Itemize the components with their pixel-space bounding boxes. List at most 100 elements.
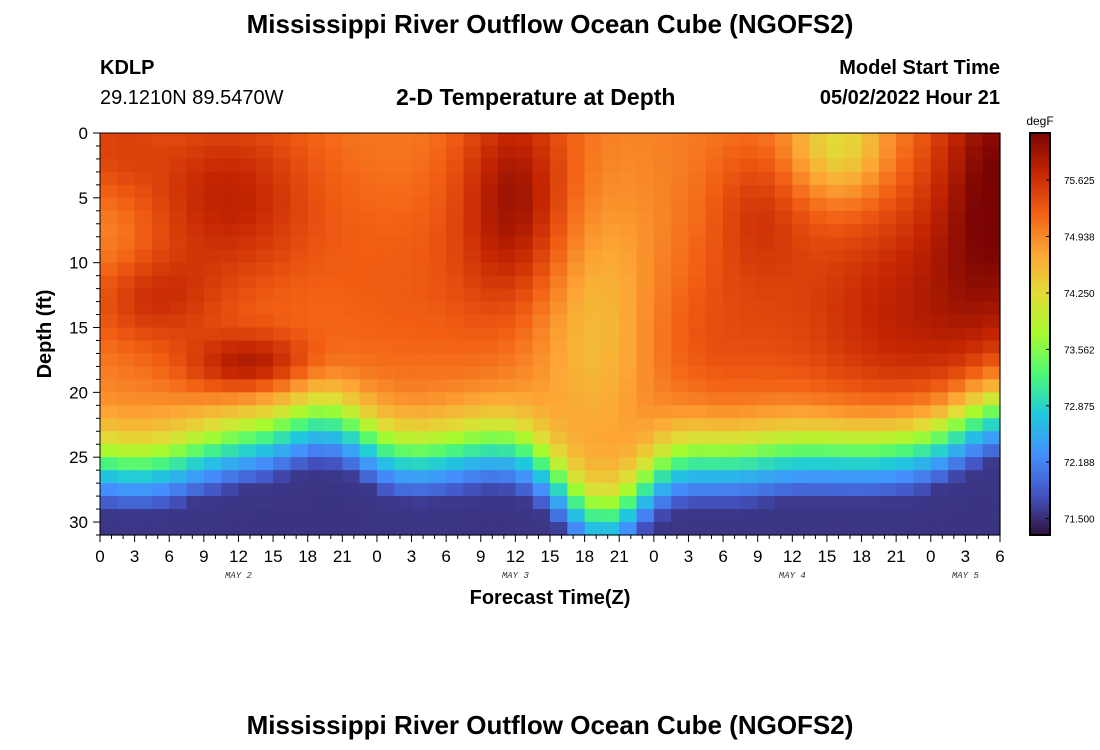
heatmap-cell [688, 340, 707, 355]
heatmap-cell [498, 314, 516, 329]
heatmap-cell [325, 288, 343, 303]
heatmap-cell [671, 379, 690, 393]
heatmap-cell [169, 158, 188, 173]
heatmap-cell [255, 470, 274, 484]
heatmap-cell [567, 496, 586, 510]
heatmap-cell [619, 236, 638, 251]
heatmap-cell [913, 158, 932, 173]
heatmap-cell [151, 431, 170, 445]
heatmap-cell [896, 444, 915, 458]
heatmap-cell [948, 366, 966, 380]
heatmap-cell [913, 133, 932, 147]
heatmap-cell [601, 522, 620, 536]
heatmap-cell [636, 184, 655, 199]
heatmap-cell [134, 145, 153, 160]
heatmap-cell [515, 262, 534, 277]
heatmap-cell [809, 366, 828, 380]
heatmap-cell [203, 262, 222, 277]
heatmap-cell [359, 158, 378, 173]
heatmap-cell [273, 171, 291, 186]
heatmap-cell [550, 483, 568, 497]
heatmap-cell [896, 301, 915, 316]
heatmap-cell [740, 353, 759, 368]
heatmap-cell [134, 522, 153, 536]
heatmap-cell [480, 314, 499, 329]
heatmap-cell [515, 171, 534, 186]
heatmap-cell [203, 197, 222, 212]
heatmap-cell [584, 405, 603, 419]
heatmap-cell [913, 184, 932, 199]
heatmap-cell [688, 133, 707, 147]
heatmap-cell [498, 366, 516, 380]
heatmap-cell [342, 223, 361, 238]
heatmap-cell [844, 197, 863, 212]
heatmap-cell [480, 366, 499, 380]
heatmap-cell [740, 197, 759, 212]
heatmap-cell [290, 392, 309, 406]
heatmap-cell [221, 314, 240, 329]
heatmap-cell [878, 197, 897, 212]
heatmap-cell [203, 418, 222, 432]
heatmap-cell [515, 327, 534, 342]
heatmap-cell [273, 301, 291, 316]
heatmap-cell [394, 457, 413, 471]
heatmap-cell [705, 457, 724, 471]
date-label: MAY 3 [502, 571, 530, 581]
heatmap-cell [896, 223, 915, 238]
heatmap-cell [515, 457, 534, 471]
heatmap-cell [117, 340, 136, 355]
heatmap-cell [290, 470, 309, 484]
heatmap-cell [238, 379, 257, 393]
colorbar-bar [1029, 132, 1051, 536]
heatmap-cell [117, 210, 136, 225]
heatmap-cell [861, 405, 880, 419]
heatmap-cell [255, 145, 274, 160]
heatmap-cell [515, 340, 534, 355]
heatmap-cell [325, 509, 343, 523]
heatmap-cell [878, 223, 897, 238]
x-tick-label: 18 [852, 547, 871, 566]
heatmap-cell [878, 392, 897, 406]
heatmap-cell [844, 236, 863, 251]
heatmap-cell [809, 236, 828, 251]
heatmap-cell [844, 340, 863, 355]
heatmap-cell [498, 275, 516, 290]
heatmap-cell [601, 184, 620, 199]
heatmap-cell [896, 236, 915, 251]
heatmap-cell [792, 496, 811, 510]
heatmap-cell [325, 223, 343, 238]
heatmap-cell [948, 431, 966, 445]
heatmap-cell [844, 470, 863, 484]
heatmap-cell [844, 366, 863, 380]
heatmap-cell [896, 171, 915, 186]
x-tick-label: 9 [476, 547, 485, 566]
heatmap-cell [705, 496, 724, 510]
heatmap-cell [151, 197, 170, 212]
heatmap-cell [428, 340, 447, 355]
heatmap-cell [723, 483, 741, 497]
heatmap-cell [273, 236, 291, 251]
heatmap-cell [775, 509, 793, 523]
heatmap-cell [273, 483, 291, 497]
heatmap-cell [878, 184, 897, 199]
heatmap-cell [480, 223, 499, 238]
heatmap-cell [498, 197, 516, 212]
heatmap-cell [844, 288, 863, 303]
heatmap-cell [688, 509, 707, 523]
heatmap-cell [740, 145, 759, 160]
heatmap-cell [394, 353, 413, 368]
heatmap-cell [325, 340, 343, 355]
heatmap-cell [861, 262, 880, 277]
heatmap-cell [723, 288, 741, 303]
heatmap-cell [221, 158, 240, 173]
heatmap-cell [325, 133, 343, 147]
heatmap-cell [705, 171, 724, 186]
heatmap-cell [273, 314, 291, 329]
heatmap-cell [567, 314, 586, 329]
heatmap-cell [532, 262, 551, 277]
heatmap-cell [948, 509, 966, 523]
heatmap-cell [221, 262, 240, 277]
heatmap-cell [601, 418, 620, 432]
heatmap-cell [498, 392, 516, 406]
model-start-value: 05/02/2022 Hour 21 [819, 87, 1000, 109]
